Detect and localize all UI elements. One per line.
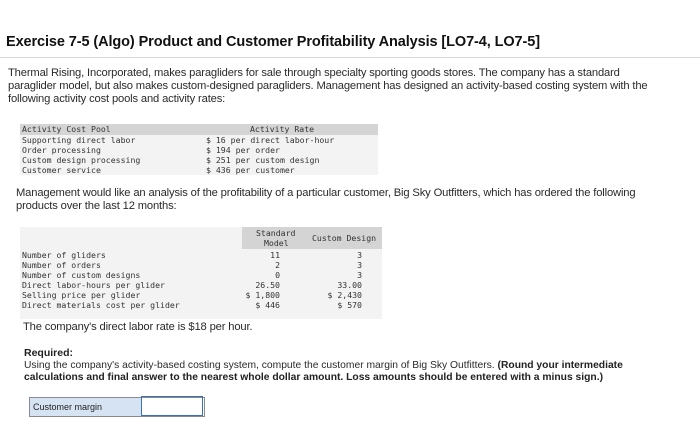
pool-rate: $ 16 per direct labor-hour [206,135,335,145]
custom-value: $ 570 [337,300,362,310]
title-divider [0,57,700,58]
header-activity-rate: Activity Rate [250,124,315,134]
standard-value: $ 1,800 [245,290,280,300]
custom-value: 3 [357,270,362,280]
custom-value: 3 [357,250,362,260]
header-standard-model: Standard Model [242,227,308,249]
standard-value: 11 [270,250,280,260]
row-label: Direct labor-hours per glider [22,280,165,290]
row-label: Selling price per glider [22,290,141,300]
required-instructions: Using the company's activity-based costi… [24,360,684,384]
analysis-intro: Management would like an analysis of the… [16,187,636,213]
row-label: Number of gliders [22,250,106,260]
activity-rate-table: Activity Cost Pool Activity Rate Support… [20,124,378,175]
standard-value: 2 [275,260,280,270]
header-standard-line-2: Model [264,238,289,248]
row-label: Direct materials cost per glider [22,300,180,310]
activity-row: Custom design processing $ 251 per custo… [20,155,378,165]
pool-name: Order processing [22,145,101,155]
rounding-instructions-1: (Round your intermediate [497,360,623,371]
header-custom-label: Custom Design [312,233,377,243]
activity-row: Customer service $ 436 per customer [20,165,378,175]
intro-line-1: Thermal Rising, Incorporated, makes para… [8,67,620,79]
analysis-line-2: products over the last 12 months: [16,200,177,212]
custom-value: 3 [357,260,362,270]
custom-value: 33.00 [337,280,362,290]
header-standard-line-1: Standard [256,228,296,238]
standard-value: 0 [275,270,280,280]
pool-name: Custom design processing [22,155,141,165]
required-heading: Required: [24,347,74,359]
activity-row: Order processing $ 194 per order [20,145,378,155]
custom-value: $ 2,430 [327,290,362,300]
intro-line-3: following activity cost pools and activi… [8,93,226,105]
intro-line-2: paraglider model, but also makes custom-… [8,80,648,92]
customer-margin-row: Customer margin [29,397,205,417]
required-text: Using the company's activity-based costi… [24,360,495,371]
standard-value: 26.50 [255,280,280,290]
header-activity-cost-pool: Activity Cost Pool [22,124,111,134]
pool-rate: $ 251 per custom design [206,155,320,165]
customer-margin-input[interactable] [143,398,204,416]
intro-paragraph: Thermal Rising, Incorporated, makes para… [8,67,648,106]
standard-value: $ 446 [255,300,280,310]
activity-row: Supporting direct labor $ 16 per direct … [20,135,378,145]
rounding-instructions-2: calculations and final answer to the nea… [24,372,604,383]
labor-rate-note: The company's direct labor rate is $18 p… [23,321,253,333]
pool-rate: $ 194 per order [206,145,280,155]
customer-margin-label: Customer margin [30,398,142,416]
analysis-line-1: Management would like an analysis of the… [16,187,636,199]
product-data-table: Standard Model Custom Design Number of g… [20,227,382,319]
pool-name: Customer service [22,165,101,175]
row-label: Number of custom designs [22,270,141,280]
header-custom-design: Custom Design [308,227,382,249]
exercise-title: Exercise 7-5 (Algo) Product and Customer… [6,34,540,50]
activity-table-header: Activity Cost Pool Activity Rate [20,124,378,135]
pool-name: Supporting direct labor [22,135,136,145]
row-label: Number of orders [22,260,101,270]
pool-rate: $ 436 per customer [206,165,295,175]
